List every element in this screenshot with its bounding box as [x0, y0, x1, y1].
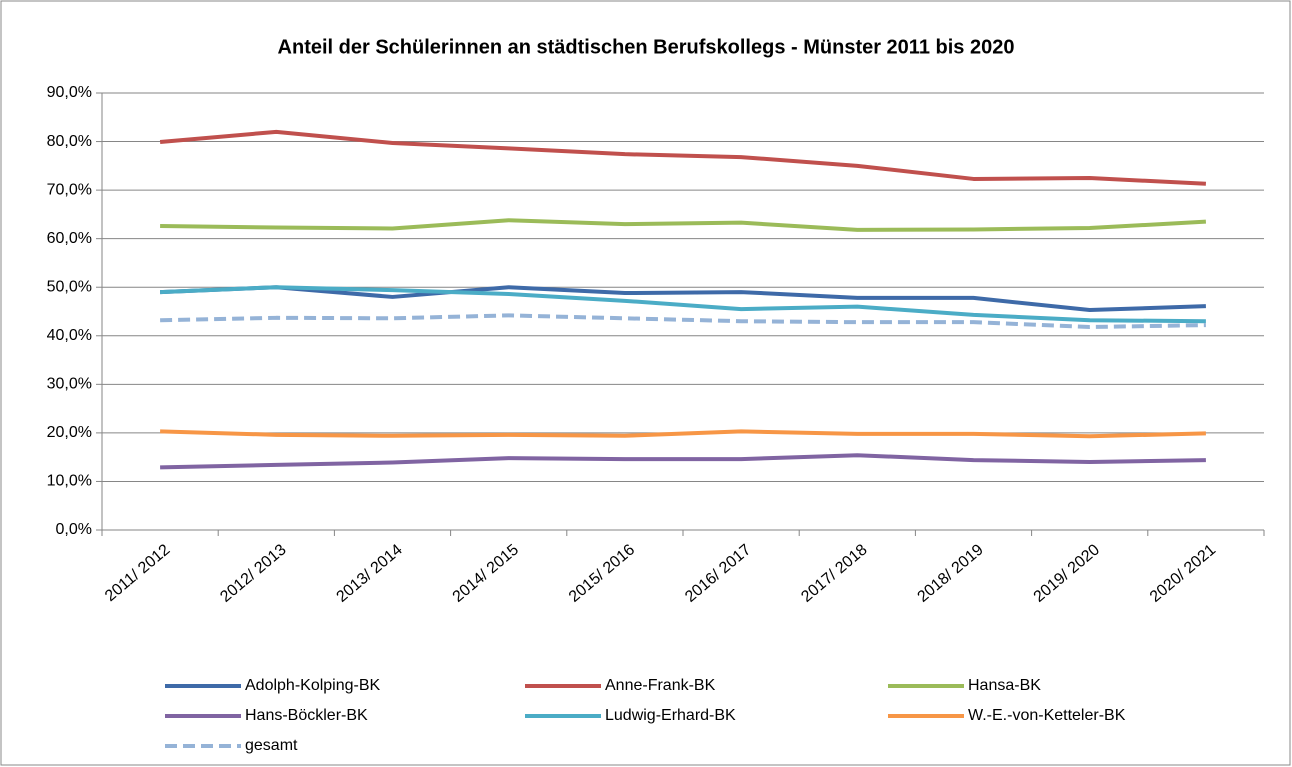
y-tick-label: 40,0% — [47, 327, 92, 344]
legend-label: Adolph-Kolping-BK — [245, 677, 381, 694]
y-tick-label: 70,0% — [47, 181, 92, 198]
y-tick-label: 10,0% — [47, 473, 92, 490]
y-tick-label: 80,0% — [47, 133, 92, 150]
data-line — [160, 285, 1206, 313]
data-line — [160, 453, 1206, 470]
legend-label: W.-E.-von-Ketteler-BK — [968, 707, 1126, 724]
y-tick-label: 30,0% — [47, 376, 92, 393]
chart-title: Anteil der Schülerinnen an städtischen B… — [278, 36, 1015, 58]
y-tick-label: 20,0% — [47, 424, 92, 441]
legend-label: gesamt — [245, 737, 298, 754]
data-line — [160, 429, 1206, 439]
y-tick-label: 60,0% — [47, 230, 92, 247]
legend-label: Hansa-BK — [968, 677, 1041, 694]
data-line — [159, 129, 1207, 186]
legend-label: Anne-Frank-BK — [605, 677, 716, 694]
y-tick-label: 0,0% — [56, 521, 92, 538]
data-line — [160, 313, 1206, 330]
y-tick-label: 90,0% — [47, 84, 92, 101]
y-tick-label: 50,0% — [47, 278, 92, 295]
legend-label: Ludwig-Erhard-BK — [605, 707, 736, 724]
legend-label: Hans-Böckler-BK — [245, 707, 368, 724]
data-line — [160, 285, 1206, 324]
data-line — [160, 218, 1207, 232]
